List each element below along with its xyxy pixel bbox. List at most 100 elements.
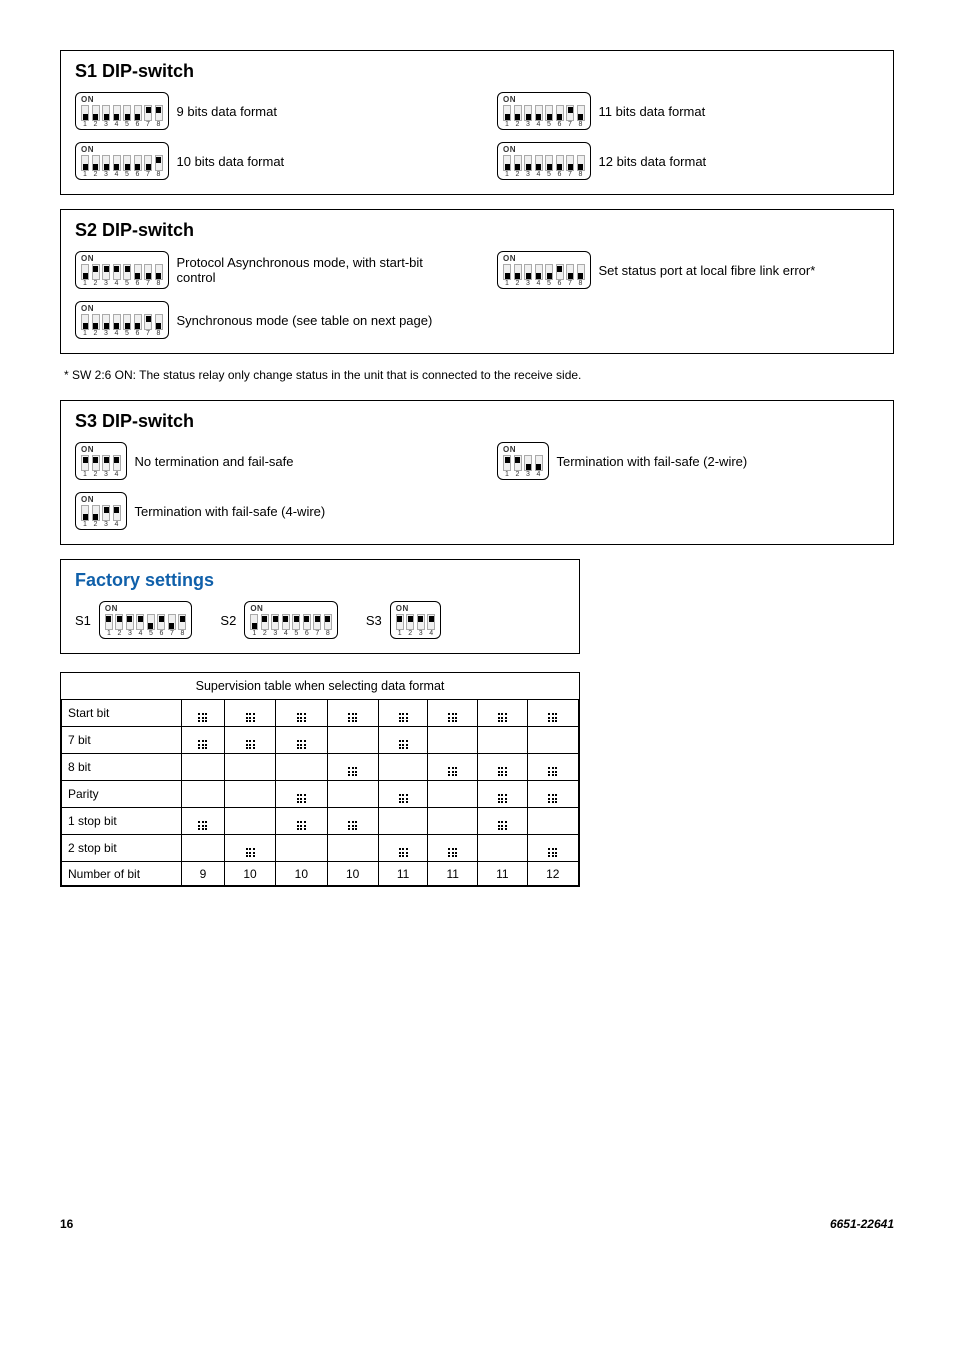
cell: [182, 835, 225, 862]
cell: [527, 727, 578, 754]
dip-switch: ON12345678: [75, 301, 169, 339]
cell: [276, 835, 327, 862]
dip-switch: ON12345678: [75, 251, 169, 289]
s2-item-1: ON12345678 Synchronous mode (see table o…: [75, 301, 457, 339]
dip-switch: ON12345678: [497, 142, 591, 180]
factory-s3: S3 ON1234: [366, 601, 441, 639]
cell: 10: [224, 862, 275, 886]
supervision-body: Start bit7 bit8 bitParity1 stop bit2 sto…: [62, 700, 579, 886]
cell: [527, 781, 578, 808]
cell: [428, 727, 478, 754]
dip-label: Protocol Asynchronous mode, with start-b…: [177, 255, 458, 285]
cell: [224, 835, 275, 862]
cell: [182, 727, 225, 754]
factory-s1: S1 ON12345678: [75, 601, 192, 639]
cell: [182, 700, 225, 727]
dip-switch: ON1234: [75, 492, 127, 530]
cell: [276, 700, 327, 727]
dip-switch: ON12345678: [244, 601, 338, 639]
dip-switch: ON12345678: [497, 251, 591, 289]
cell: 11: [478, 862, 528, 886]
cell: [276, 808, 327, 835]
dip-switch: ON12345678: [99, 601, 193, 639]
cell: [224, 754, 275, 781]
dip-switch: ON12345678: [75, 142, 169, 180]
cell: 11: [428, 862, 478, 886]
cell: [428, 781, 478, 808]
s1-title: S1 DIP-switch: [75, 61, 879, 82]
s2-dip-switch-panel: S2 DIP-switch ON12345678 Protocol Asynch…: [60, 209, 894, 354]
dip-switch: ON12345678: [497, 92, 591, 130]
cell: 9: [182, 862, 225, 886]
cell: [327, 808, 378, 835]
page-footer: 16 6651-22641: [60, 1217, 894, 1231]
table-row: Start bit: [62, 700, 579, 727]
dip-label: 12 bits data format: [599, 154, 707, 169]
cell: [478, 808, 528, 835]
cell: [378, 808, 428, 835]
cell: [276, 754, 327, 781]
factory-title: Factory settings: [75, 570, 565, 591]
dip-label: Termination with fail-safe (2-wire): [557, 454, 748, 469]
cell: [378, 700, 428, 727]
cell: [182, 781, 225, 808]
s2-item-0: ON12345678 Protocol Asynchronous mode, w…: [75, 251, 457, 289]
cell: [276, 727, 327, 754]
cell: [224, 727, 275, 754]
row-name: 7 bit: [62, 727, 182, 754]
supervision-table-wrap: Supervision table when selecting data fo…: [60, 672, 580, 887]
cell: [378, 754, 428, 781]
cell: [478, 754, 528, 781]
cell: 10: [276, 862, 327, 886]
dip-label: 9 bits data format: [177, 104, 277, 119]
s1-dip-switch-panel: S1 DIP-switch ON12345678 9 bits data for…: [60, 50, 894, 195]
dip-label: No termination and fail-safe: [135, 454, 294, 469]
cell: 12: [527, 862, 578, 886]
dip-switch: ON1234: [497, 442, 549, 480]
cell: [378, 781, 428, 808]
factory-s3-label: S3: [366, 613, 382, 628]
cell: [527, 808, 578, 835]
factory-settings-panel: Factory settings S1 ON12345678 S2 ON1234…: [60, 559, 580, 654]
dip-switch: ON12345678: [75, 92, 169, 130]
cell: [478, 781, 528, 808]
cell: [276, 781, 327, 808]
s3-dip-switch-panel: S3 DIP-switch ON1234 No termination and …: [60, 400, 894, 545]
cell: [182, 808, 225, 835]
factory-s1-label: S1: [75, 613, 91, 628]
cell: [182, 754, 225, 781]
cell: [327, 835, 378, 862]
s2-item-2: ON12345678 Set status port at local fibr…: [497, 251, 879, 289]
supervision-caption: Supervision table when selecting data fo…: [61, 673, 579, 699]
cell: [527, 700, 578, 727]
cell: [327, 727, 378, 754]
cell: [428, 754, 478, 781]
page-number: 16: [60, 1217, 73, 1231]
table-row: 7 bit: [62, 727, 579, 754]
cell: [378, 727, 428, 754]
row-name: 1 stop bit: [62, 808, 182, 835]
table-row: 2 stop bit: [62, 835, 579, 862]
cell: [428, 808, 478, 835]
cell: [378, 835, 428, 862]
row-name: Start bit: [62, 700, 182, 727]
dip-label: Set status port at local fibre link erro…: [599, 263, 816, 278]
cell: [327, 781, 378, 808]
table-row: 1 stop bit: [62, 808, 579, 835]
cell: [428, 835, 478, 862]
cell: [327, 700, 378, 727]
cell: [478, 700, 528, 727]
cell: 10: [327, 862, 378, 886]
s3-item-1: ON1234 Termination with fail-safe (4-wir…: [75, 492, 457, 530]
dip-switch: ON1234: [390, 601, 442, 639]
cell: [478, 835, 528, 862]
dip-label: Synchronous mode (see table on next page…: [177, 313, 433, 328]
s3-title: S3 DIP-switch: [75, 411, 879, 432]
table-row: Number of bit910101011111112: [62, 862, 579, 886]
s3-item-2: ON1234 Termination with fail-safe (2-wir…: [497, 442, 879, 480]
dip-label: 11 bits data format: [599, 104, 706, 119]
s1-item-1: ON12345678 10 bits data format: [75, 142, 457, 180]
cell: [527, 835, 578, 862]
row-name: 2 stop bit: [62, 835, 182, 862]
row-name: Parity: [62, 781, 182, 808]
